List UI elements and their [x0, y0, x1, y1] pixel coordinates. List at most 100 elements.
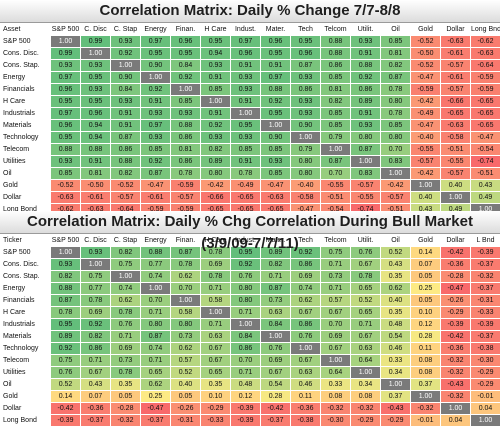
correlation-cell: 0.96 — [51, 120, 81, 132]
correlation-cell: 0.04 — [471, 403, 500, 415]
correlation-cell: 0.12 — [231, 391, 261, 403]
correlation-cell: -0.42 — [381, 180, 411, 192]
column-header-c-stap: C. Stap — [111, 235, 141, 247]
column-header-h-care: H Care — [201, 24, 231, 36]
correlation-cell: -0.65 — [471, 120, 500, 132]
correlation-cell: -0.32 — [321, 403, 351, 415]
correlation-cell: -0.59 — [471, 84, 500, 96]
correlation-cell: 0.76 — [291, 331, 321, 343]
correlation-cell: -0.42 — [261, 403, 291, 415]
correlation-cell: 0.80 — [231, 295, 261, 307]
correlation-cell: 0.80 — [291, 156, 321, 168]
correlation-cell: 0.86 — [291, 319, 321, 331]
correlation-cell: 0.92 — [231, 259, 261, 271]
row-label-cons-disc: Cons. Disc. — [1, 48, 51, 60]
correlation-cell: 0.97 — [51, 108, 81, 120]
correlation-cell: 0.46 — [291, 379, 321, 391]
correlation-cell: -0.59 — [171, 180, 201, 192]
correlation-cell: 0.82 — [381, 60, 411, 72]
correlation-cell: 0.75 — [111, 259, 141, 271]
correlation-cell: 0.93 — [51, 156, 81, 168]
correlation-cell: 0.85 — [381, 36, 411, 48]
correlation-cell: -0.47 — [141, 180, 171, 192]
correlation-cell: 0.91 — [111, 120, 141, 132]
correlation-cell: 0.80 — [381, 132, 411, 144]
correlation-cell: -0.01 — [471, 391, 500, 403]
correlation-cell: 0.34 — [351, 379, 381, 391]
correlation-cell: 0.95 — [201, 36, 231, 48]
correlation-cell: 0.67 — [81, 367, 111, 379]
column-header-finan: Finan. — [171, 235, 201, 247]
correlation-cell: 0.63 — [291, 367, 321, 379]
correlation-cell: -0.38 — [471, 343, 500, 355]
correlation-cell: -0.57 — [381, 192, 411, 204]
correlation-cell: 0.70 — [321, 319, 351, 331]
correlation-cell: -0.29 — [441, 307, 471, 319]
matrix-title: Correlation Matrix: Daily % Chg Correlat… — [0, 211, 500, 234]
correlation-cell: 0.67 — [351, 331, 381, 343]
correlation-cell: 0.95 — [51, 132, 81, 144]
correlation-cell: -0.63 — [441, 36, 471, 48]
correlation-cell: 1.00 — [81, 259, 111, 271]
correlation-cell: 0.73 — [111, 355, 141, 367]
correlation-cell: 0.85 — [321, 72, 351, 84]
correlation-cell: 0.35 — [381, 307, 411, 319]
correlation-cell: -0.28 — [441, 271, 471, 283]
correlation-cell: 0.87 — [291, 60, 321, 72]
correlation-cell: 0.76 — [111, 319, 141, 331]
correlation-cell: 0.48 — [231, 379, 261, 391]
correlation-cell: 1.00 — [111, 60, 141, 72]
correlation-cell: 0.88 — [261, 84, 291, 96]
correlation-cell: 0.95 — [261, 108, 291, 120]
correlation-cell: 0.99 — [51, 48, 81, 60]
correlation-cell: 0.88 — [51, 283, 81, 295]
correlation-cell: -0.50 — [411, 48, 441, 60]
correlation-cell: 0.87 — [351, 144, 381, 156]
correlation-cell: 0.80 — [351, 132, 381, 144]
correlation-cell: -0.47 — [411, 72, 441, 84]
correlation-cell: -0.59 — [411, 84, 441, 96]
column-header-l-bnd: L Bnd — [471, 235, 500, 247]
correlation-cell: 0.85 — [321, 120, 351, 132]
correlation-cell: 0.35 — [201, 379, 231, 391]
row-label-cons-stap: Cons. Stap. — [1, 60, 51, 72]
correlation-cell: 0.92 — [201, 120, 231, 132]
correlation-cell: 0.94 — [81, 132, 111, 144]
correlation-cell: -0.32 — [111, 415, 141, 427]
correlation-cell: 0.28 — [261, 391, 291, 403]
correlation-cell: 0.74 — [111, 283, 141, 295]
correlation-cell: 0.05 — [171, 391, 201, 403]
correlation-cell: 0.52 — [171, 367, 201, 379]
correlation-cell: 0.87 — [51, 295, 81, 307]
correlation-cell: 0.93 — [81, 247, 111, 259]
correlation-cell: 0.88 — [321, 48, 351, 60]
correlation-cell: 0.96 — [81, 108, 111, 120]
correlation-cell: -0.36 — [441, 343, 471, 355]
correlation-cell: 1.00 — [441, 192, 471, 204]
column-header-c-stap: C. Stap — [111, 24, 141, 36]
correlation-cell: 0.93 — [231, 72, 261, 84]
row-label-financials: Financials — [1, 295, 51, 307]
correlation-cell: 0.91 — [81, 156, 111, 168]
correlation-cell: 0.08 — [411, 355, 441, 367]
correlation-cell: 0.93 — [141, 108, 171, 120]
correlation-cell: 0.96 — [261, 36, 291, 48]
correlation-cell: 0.74 — [291, 283, 321, 295]
correlation-cell: -0.59 — [471, 72, 500, 84]
correlation-cell: -0.61 — [441, 48, 471, 60]
correlation-cell: 1.00 — [51, 36, 81, 48]
table-row: Dollar-0.42-0.36-0.28-0.47-0.26-0.29-0.3… — [1, 403, 500, 415]
correlation-cell: 0.81 — [381, 48, 411, 60]
correlation-cell: -0.57 — [441, 168, 471, 180]
corner-label: Asset — [1, 24, 51, 36]
correlation-cell: 0.97 — [141, 120, 171, 132]
correlation-cell: 0.93 — [201, 60, 231, 72]
column-header-s-p-500: S&P 500 — [51, 24, 81, 36]
correlation-cell: 0.71 — [321, 283, 351, 295]
correlation-cell: -0.63 — [51, 192, 81, 204]
